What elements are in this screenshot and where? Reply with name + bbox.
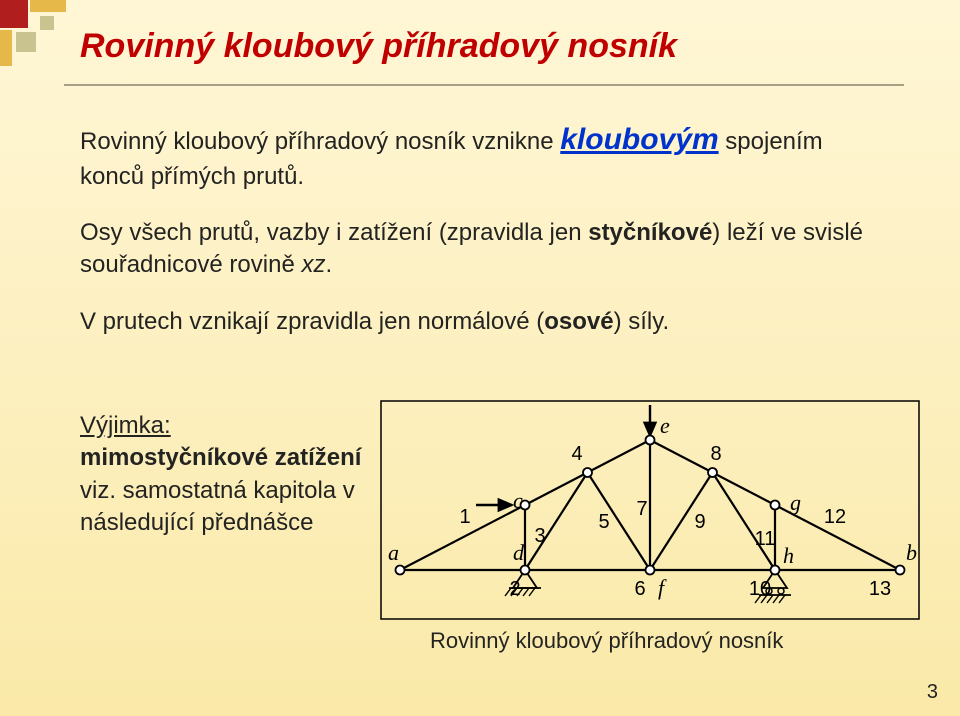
deco-square — [40, 16, 54, 30]
svg-text:c: c — [513, 488, 523, 513]
p2-t3: . — [325, 251, 332, 278]
svg-text:b: b — [906, 540, 917, 565]
svg-text:12: 12 — [824, 506, 846, 528]
svg-text:f: f — [658, 575, 667, 600]
svg-text:6: 6 — [634, 578, 645, 600]
intro-link-kloubovym[interactable]: kloubovým — [560, 123, 718, 156]
svg-text:g: g — [790, 490, 801, 515]
deco-square — [0, 30, 12, 66]
paragraph-1: Rovinný kloubový příhradový nosník vznik… — [80, 120, 880, 193]
svg-text:7: 7 — [636, 498, 647, 520]
diagram-caption: Rovinný kloubový příhradový nosník — [430, 628, 783, 654]
corner-decoration — [0, 0, 70, 70]
svg-text:4: 4 — [571, 443, 582, 465]
svg-text:h: h — [783, 543, 794, 568]
paragraph-2: Osy všech prutů, vazby i zatížení (zprav… — [80, 217, 880, 282]
deco-square — [16, 32, 36, 52]
intro-prefix: Rovinný kloubový příhradový nosník vznik… — [80, 128, 560, 155]
deco-square — [30, 0, 66, 12]
svg-text:2: 2 — [509, 578, 520, 600]
svg-text:10: 10 — [749, 578, 771, 600]
svg-text:11: 11 — [755, 528, 776, 550]
svg-text:a: a — [388, 540, 399, 565]
exception-rest: viz. samostatná kapitola v následující p… — [80, 475, 380, 540]
paragraph-3: V prutech vznikají zpravidla jen normálo… — [80, 306, 880, 338]
page-title: Rovinný kloubový příhradový nosník — [80, 27, 677, 66]
title-underline — [64, 84, 904, 86]
exception-head: Výjimka: — [80, 410, 380, 442]
body-text: Rovinný kloubový příhradový nosník vznik… — [80, 120, 880, 362]
title-bar: Rovinný kloubový příhradový nosník — [64, 14, 904, 78]
p2-b1: styčníkové — [588, 219, 712, 246]
p3-b1: osové — [544, 308, 613, 335]
svg-text:1: 1 — [459, 506, 470, 528]
page-number: 3 — [927, 681, 938, 704]
p2-t1: Osy všech prutů, vazby i zatížení (zprav… — [80, 219, 588, 246]
p3-t2: ) síly. — [614, 308, 670, 335]
exception-bold: mimostyčníkové zatížení — [80, 442, 380, 474]
truss-diagram: 12345678910111213abcdefgh — [380, 400, 920, 630]
slide: Rovinný kloubový příhradový nosník Rovin… — [0, 0, 960, 716]
svg-text:3: 3 — [534, 525, 545, 547]
svg-text:5: 5 — [598, 511, 609, 533]
p2-it: xz — [301, 251, 325, 278]
exception-block: Výjimka: mimostyčníkové zatížení viz. sa… — [80, 410, 380, 540]
svg-text:13: 13 — [869, 578, 891, 600]
deco-square — [0, 0, 28, 28]
svg-text:8: 8 — [710, 443, 721, 465]
svg-text:9: 9 — [694, 511, 705, 533]
svg-text:d: d — [513, 540, 525, 565]
svg-text:e: e — [660, 413, 670, 438]
p3-t1: V prutech vznikají zpravidla jen normálo… — [80, 308, 544, 335]
